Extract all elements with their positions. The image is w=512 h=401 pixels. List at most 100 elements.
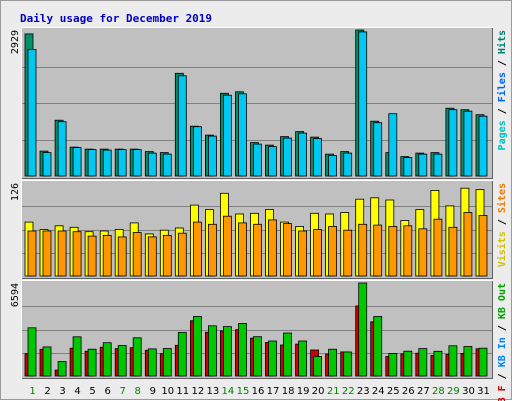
bar-files xyxy=(222,94,232,177)
bar-kb-out xyxy=(418,348,428,377)
bar-sites xyxy=(42,230,52,277)
bar-kb-out xyxy=(57,361,67,377)
day-tick-label: 9 xyxy=(150,386,156,397)
y-scale-label: 126 xyxy=(10,183,21,201)
bar-files xyxy=(373,122,383,177)
legend-entry: Pages xyxy=(497,120,508,150)
bar-files xyxy=(328,155,338,177)
bar-kb-out xyxy=(238,323,247,377)
bar-kb-out xyxy=(283,332,292,377)
day-axis: 1 2 3 4 5 6 7 8 9 10 11 12 13 14 15 16 17 18 19 20 21 22 23 24 2… xyxy=(29,386,490,397)
bar-sites xyxy=(433,218,443,277)
bar-sites xyxy=(27,230,37,277)
bar-sites xyxy=(313,229,323,277)
bar-kb-out xyxy=(27,327,37,377)
bar-sites xyxy=(102,234,112,277)
bar-sites xyxy=(177,232,187,277)
day-tick-label: 25 xyxy=(387,386,400,397)
bar-files xyxy=(117,149,127,177)
y-scale-label: 2929 xyxy=(10,30,21,54)
legend-entry: KB In xyxy=(497,337,508,367)
legend-entry: / xyxy=(497,54,508,72)
bar-files xyxy=(102,149,112,177)
bar-sites xyxy=(57,230,67,277)
bar-files xyxy=(207,135,217,177)
legend-entry: / xyxy=(497,319,508,337)
legend-entry: KB F xyxy=(497,385,508,401)
bar-kb-out xyxy=(147,348,157,377)
bar-sites xyxy=(72,231,82,277)
day-tick-label: 24 xyxy=(372,386,385,397)
bar-kb-out xyxy=(253,336,262,377)
bar-sites xyxy=(478,215,488,277)
day-tick-label: 28 xyxy=(432,386,445,397)
bar-sites xyxy=(222,215,232,277)
day-tick-label: 27 xyxy=(417,386,430,397)
day-tick-label: 31 xyxy=(477,386,490,397)
bar-kb-out xyxy=(373,316,383,377)
bar-kb-out xyxy=(433,350,443,377)
bar-files xyxy=(162,153,172,177)
panel-1: 2929 Pages / Files / Hits xyxy=(10,27,508,179)
bar-files xyxy=(192,126,202,177)
bar-files xyxy=(343,152,353,177)
bar-files xyxy=(253,143,262,177)
day-tick-label: 23 xyxy=(357,386,370,397)
bar-sites xyxy=(268,219,277,277)
legend-entry: Files xyxy=(496,72,508,102)
day-tick-label: 18 xyxy=(282,386,295,397)
bar-kb-out xyxy=(192,316,202,377)
bar-kb-out xyxy=(298,340,308,377)
bar-files xyxy=(463,110,473,177)
bar-files xyxy=(268,146,277,177)
day-tick-label: 1 xyxy=(29,386,35,397)
legend-entry: Hits xyxy=(496,30,508,54)
bar-sites xyxy=(162,234,172,277)
legend-entry: KB Out xyxy=(497,283,508,319)
day-tick-label: 5 xyxy=(89,386,95,397)
bar-sites xyxy=(388,226,398,277)
bar-sites xyxy=(117,236,127,277)
day-tick-label: 3 xyxy=(59,386,65,397)
legend-entry: Sites xyxy=(496,183,508,213)
bar-files xyxy=(132,149,142,177)
day-tick-label: 21 xyxy=(327,386,340,397)
panel-legend: Pages / Files / Hits xyxy=(496,30,508,150)
bar-kb-out xyxy=(177,331,187,377)
y-scale-label: 6594 xyxy=(10,283,21,307)
day-tick-label: 10 xyxy=(161,386,174,397)
bar-kb-out xyxy=(358,282,368,377)
bar-sites xyxy=(343,229,353,277)
bar-files xyxy=(57,121,67,177)
bar-kb-out xyxy=(388,352,398,377)
bar-sites xyxy=(192,221,202,277)
bar-sites xyxy=(448,226,458,277)
bar-files xyxy=(433,153,443,177)
bar-kb-out xyxy=(42,346,52,377)
panel-legend: KB F / KB In / KB Out xyxy=(497,283,508,401)
bar-files xyxy=(87,149,97,177)
day-tick-label: 12 xyxy=(192,386,205,397)
bar-sites xyxy=(87,235,97,277)
bar-sites xyxy=(283,223,292,277)
bar-kb-out xyxy=(162,348,172,377)
bar-files xyxy=(42,152,52,177)
bar-kb-out xyxy=(343,351,353,377)
day-tick-label: 16 xyxy=(252,386,265,397)
day-tick-label: 15 xyxy=(237,386,250,397)
legend-entry: Visits xyxy=(496,231,508,267)
bar-files xyxy=(238,93,247,177)
bar-kb-out xyxy=(328,348,338,377)
bar-sites xyxy=(253,223,262,277)
day-tick-label: 11 xyxy=(176,386,189,397)
bar-files xyxy=(388,113,398,177)
day-tick-label: 26 xyxy=(402,386,415,397)
legend-entry: / xyxy=(497,213,508,231)
bar-kb-out xyxy=(313,355,323,377)
bar-files xyxy=(72,147,82,177)
panel-2: 126 Visits / Sites xyxy=(10,180,508,279)
bar-files xyxy=(177,75,187,177)
